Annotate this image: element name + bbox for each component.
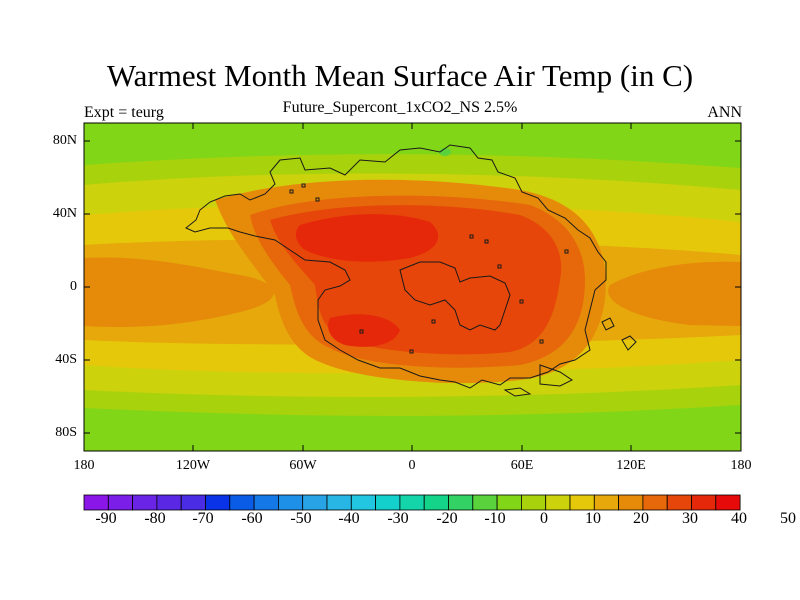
field-30-35-east-ocean xyxy=(608,261,741,326)
inner-coastline-1 xyxy=(399,261,511,331)
colorbar-box xyxy=(83,494,109,511)
lat-label-40n: 40N xyxy=(52,206,77,221)
colorbar-box xyxy=(302,494,328,511)
lon-label-60e: 60E xyxy=(510,458,534,473)
lon-label-180w: 180 xyxy=(73,458,95,473)
colorbar xyxy=(83,494,741,511)
colorbar-box xyxy=(569,494,595,511)
colorbar-box xyxy=(277,494,304,511)
colorbar-label: 10 xyxy=(585,510,601,527)
season-label: ANN xyxy=(707,104,742,121)
lat-label-80s: 80S xyxy=(55,425,77,440)
colorbar-box xyxy=(132,494,158,511)
colorbar-box xyxy=(375,494,401,511)
colorbar-box xyxy=(253,494,279,511)
inner-coastline-2 xyxy=(539,364,573,387)
coastline xyxy=(185,144,637,397)
lat-label-80n: 80N xyxy=(52,133,77,148)
lon-label-60w: 60W xyxy=(289,458,317,473)
colorbar-label: -40 xyxy=(338,510,360,527)
island-outline-1 xyxy=(503,387,532,397)
lat-label-40s: 40S xyxy=(55,352,77,367)
colorbar-label: 30 xyxy=(682,510,698,527)
colorbar-box xyxy=(107,494,134,511)
lakes xyxy=(289,183,569,354)
island-outline-3 xyxy=(601,317,615,331)
colorbar-box xyxy=(691,494,717,511)
colorbar-label: 0 xyxy=(540,510,548,527)
field-30-35-ocean xyxy=(84,257,274,328)
lon-label-120e: 120E xyxy=(616,458,646,473)
colorbar-label: -10 xyxy=(484,510,506,527)
colorbar-box xyxy=(326,494,352,511)
colorbar-box xyxy=(229,494,255,511)
experiment-label: Expt = teurg xyxy=(84,104,164,121)
colorbar-box xyxy=(423,494,449,511)
colorbar-label: 50 xyxy=(780,510,796,527)
map-title: Warmest Month Mean Surface Air Temp (in … xyxy=(106,58,694,93)
colorbar-label: -70 xyxy=(192,510,214,527)
colorbar-label: -60 xyxy=(241,510,263,527)
lon-label-0: 0 xyxy=(408,458,416,473)
colorbar-box xyxy=(472,494,498,511)
island-outline-2 xyxy=(621,335,637,351)
temperature-field xyxy=(84,123,741,451)
field-45-50 xyxy=(295,214,439,262)
colorbar-box xyxy=(350,494,376,511)
axis-ticks xyxy=(84,123,741,451)
colorbar-box xyxy=(156,494,182,511)
colorbar-box xyxy=(496,494,522,511)
supercontinent-outline xyxy=(185,144,607,389)
lon-label-120w: 120W xyxy=(175,458,211,473)
colorbar-box xyxy=(399,494,425,511)
colorbar-label: 40 xyxy=(731,510,747,527)
map-subtitle: Future_Supercont_1xCO2_NS 2.5% xyxy=(282,99,518,116)
colorbar-box xyxy=(545,494,571,511)
colorbar-box xyxy=(180,494,206,511)
field-45-50-south xyxy=(328,314,400,347)
lon-label-180e: 180 xyxy=(730,458,752,473)
colorbar-box xyxy=(448,494,474,511)
colorbar-box xyxy=(618,494,644,511)
colorbar-box xyxy=(205,494,231,511)
colorbar-label: -90 xyxy=(95,510,117,527)
colorbar-box xyxy=(521,494,547,511)
colorbar-box xyxy=(715,494,741,511)
colorbar-label: -20 xyxy=(436,510,458,527)
colorbar-label: -30 xyxy=(387,510,409,527)
colorbar-label: 20 xyxy=(633,510,649,527)
colorbar-label: -80 xyxy=(144,510,166,527)
colorbar-box xyxy=(593,494,619,511)
colorbar-box xyxy=(642,494,668,511)
colorbar-box xyxy=(666,494,692,511)
lat-label-0: 0 xyxy=(70,279,77,294)
colorbar-label: -50 xyxy=(290,510,312,527)
